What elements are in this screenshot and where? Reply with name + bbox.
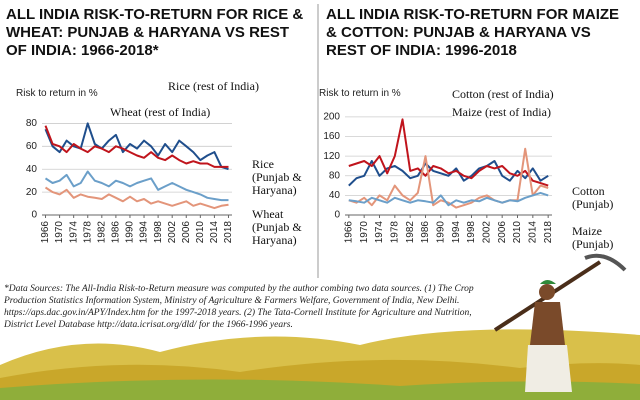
series-line (44, 122, 229, 171)
series-label: Rice (rest of India) (168, 80, 268, 93)
x-tick-label: 1974 (68, 221, 79, 244)
series-label: Wheat (Punjab & Haryana) (252, 208, 314, 247)
x-tick-label: 1978 (389, 221, 400, 244)
y-axis-label: Risk to return in % (16, 88, 98, 99)
y-tick-label: 40 (329, 190, 341, 201)
series-label: Cotton (Punjab) (572, 185, 634, 211)
y-tick-label: 0 (31, 210, 37, 221)
x-tick-label: 1998 (153, 221, 164, 244)
x-tick-label: 2014 (209, 221, 220, 244)
x-tick-label: 2018 (543, 221, 554, 244)
x-tick-label: 1966 (40, 221, 51, 244)
x-tick-label: 2014 (527, 221, 538, 244)
series-label: Wheat (rest of India) (110, 106, 230, 119)
fields (0, 329, 640, 400)
x-tick-label: 2010 (512, 221, 523, 244)
x-tick-label: 2010 (195, 221, 206, 244)
series-line (348, 191, 549, 207)
y-tick-label: 60 (26, 141, 38, 152)
y-tick-label: 200 (323, 112, 340, 123)
x-tick-label: 1970 (54, 221, 65, 244)
series-label: Rice (Punjab & Haryana) (252, 158, 314, 197)
series-label: Cotton (rest of India) (452, 88, 582, 101)
x-tick-label: 1982 (405, 221, 416, 244)
x-tick-label: 1998 (466, 221, 477, 244)
x-tick-label: 2002 (481, 221, 492, 244)
chart-title: ALL INDIA RISK-TO-RETURN FOR RICE & WHEA… (6, 6, 304, 59)
y-tick-label: 120 (323, 151, 340, 162)
x-tick-label: 2018 (223, 221, 234, 244)
series-line (44, 125, 229, 168)
y-tick-label: 80 (329, 170, 341, 181)
chart-title: ALL INDIA RISK-TO-RETURN FOR MAIZE & COT… (326, 6, 620, 59)
series-line (44, 186, 229, 210)
x-tick-label: 1986 (420, 221, 431, 244)
x-tick-label: 1982 (96, 221, 107, 244)
x-tick-label: 1986 (111, 221, 122, 244)
x-tick-label: 1994 (139, 221, 150, 244)
y-tick-label: 40 (26, 164, 38, 175)
x-tick-label: 1990 (125, 221, 136, 244)
x-tick-label: 1974 (374, 221, 385, 244)
farmer (493, 253, 627, 392)
x-tick-label: 1978 (82, 221, 93, 244)
x-tick-label: 2002 (167, 221, 178, 244)
x-tick-label: 2006 (497, 221, 508, 244)
x-tick-label: 1966 (343, 221, 354, 244)
y-tick-label: 80 (26, 118, 38, 129)
x-tick-label: 2006 (181, 221, 192, 244)
footnote: *Data Sources: The All-India Risk-to-Ret… (4, 284, 474, 330)
series-label: Maize (rest of India) (452, 106, 582, 119)
y-tick-label: 160 (323, 131, 340, 142)
y-tick-label: 20 (26, 187, 38, 198)
x-tick-label: 1994 (451, 221, 462, 244)
series-line (348, 118, 549, 187)
y-axis-label: Risk to return in % (319, 88, 401, 99)
series-line (44, 170, 229, 202)
x-tick-label: 1970 (359, 221, 370, 244)
series-label: Maize (Punjab) (572, 225, 634, 251)
x-tick-label: 1990 (435, 221, 446, 244)
y-tick-label: 0 (334, 210, 340, 221)
